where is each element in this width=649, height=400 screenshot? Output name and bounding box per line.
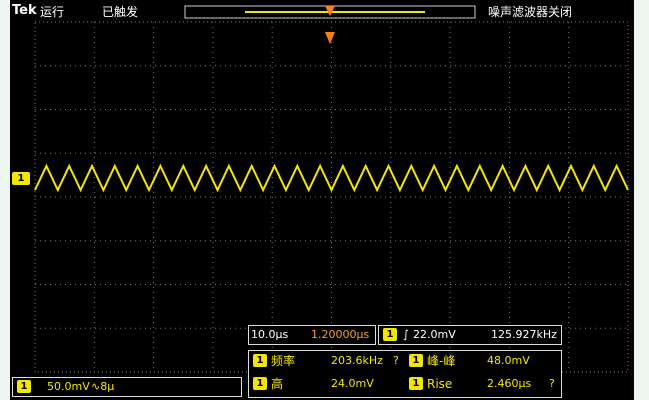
filter-status: 噪声滤波器关闭 [488,5,572,19]
oscilloscope-screen: Tek 运行 已触发 噪声滤波器关闭 1 10.0µs 1.20000µs 1 … [10,0,634,400]
trigger-box: 1 ∫ 22.0mV 125.927kHz [378,325,562,345]
trigger-level: 22.0mV [413,328,456,342]
measurement-value: 48.0mV [487,354,530,368]
measurement-name: Rise [427,377,452,391]
channel-readout: 1 50.0mV ∿8µ [12,377,242,397]
measurement-name: 频率 [271,354,295,368]
measurement-value: 24.0mV [331,377,374,391]
readout-scale: 50.0mV [47,380,90,394]
run-state: 运行 [40,5,64,19]
timebase-position: 1.20000µs [311,328,369,342]
measurement-flag: ? [549,377,555,391]
measurement-channel: 1 [409,354,423,367]
measurement-channel: 1 [409,377,423,390]
measurement-channel: 1 [253,377,267,390]
measurement-value: 2.460µs [487,377,531,391]
timebase-scale: 10.0µs [251,328,288,342]
readout-channel: 1 [17,380,31,393]
brand: Tek [12,4,37,18]
timebase-box: 10.0µs 1.20000µs [248,325,376,345]
channel-marker: 1 [12,172,30,185]
measurement-channel: 1 [253,354,267,367]
measurement-flag: ? [393,354,399,368]
measurement-name: 高 [271,377,283,391]
page: Tek 运行 已触发 噪声滤波器关闭 1 10.0µs 1.20000µs 1 … [0,0,649,400]
trigger-frequency: 125.927kHz [491,328,557,342]
trigger-state: 已触发 [102,5,138,19]
trigger-channel: 1 [383,328,397,341]
measurement-name: 峰-峰 [427,354,455,368]
trigger-point [325,32,335,44]
measurement-value: 203.6kHz [331,354,383,368]
readout-coupling: ∿8µ [91,380,114,394]
